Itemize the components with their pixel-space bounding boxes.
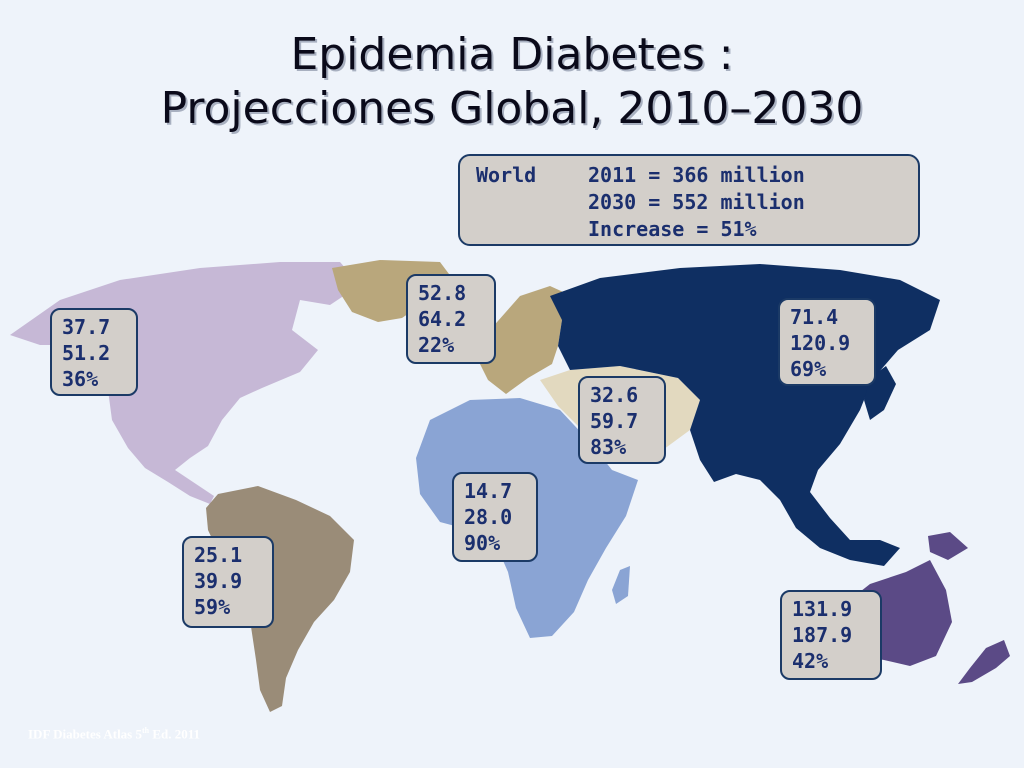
sa-2011: 25.1 [194, 543, 243, 567]
source-note: IDF Diabetes Atlas 5th Ed. 2011 [28, 726, 201, 742]
region-new-zealand [958, 640, 1010, 684]
world-label: World [476, 163, 537, 187]
oc-2030: 187.9 [792, 623, 853, 647]
me-increase: 83% [590, 435, 627, 459]
eu-2030: 64.2 [418, 307, 467, 331]
wp-increase: 69% [790, 357, 827, 381]
wp-2011: 71.4 [790, 305, 839, 329]
world-2011: 2011 = 366 million [588, 163, 805, 187]
world-2030: 2030 = 552 million [588, 190, 805, 214]
callout-middle-east: 32.6 59.7 83% [578, 376, 666, 464]
eu-increase: 22% [418, 333, 455, 357]
region-europe [466, 286, 572, 394]
region-papua [928, 532, 968, 560]
oc-2011: 131.9 [792, 597, 853, 621]
title-line-2: Projecciones Global, 2010–2030 [160, 83, 864, 134]
world-increase: Increase = 51% [588, 217, 757, 241]
callout-africa: 14.7 28.0 90% [452, 472, 538, 562]
callout-south-america: 25.1 39.9 59% [182, 536, 274, 628]
wp-2030: 120.9 [790, 331, 851, 355]
sa-increase: 59% [194, 595, 231, 619]
region-madagascar [612, 566, 630, 604]
af-increase: 90% [464, 531, 501, 555]
callout-oceania: 131.9 187.9 42% [780, 590, 882, 680]
me-2030: 59.7 [590, 409, 639, 433]
oc-increase: 42% [792, 649, 829, 673]
af-2030: 28.0 [464, 505, 513, 529]
callout-europe: 52.8 64.2 22% [406, 274, 496, 364]
na-2011: 37.7 [62, 315, 111, 339]
eu-2011: 52.8 [418, 281, 467, 305]
world-summary-box: World 2011 = 366 million 2030 = 552 mill… [458, 154, 920, 246]
title-line-1: Epidemia Diabetes : [290, 29, 734, 80]
callout-western-pacific: 71.4 120.9 69% [778, 298, 876, 386]
me-2011: 32.6 [590, 383, 639, 407]
na-2030: 51.2 [62, 341, 111, 365]
callout-north-america: 37.7 51.2 36% [50, 308, 138, 396]
na-increase: 36% [62, 367, 99, 391]
sa-2030: 39.9 [194, 569, 243, 593]
af-2011: 14.7 [464, 479, 513, 503]
slide-title: Epidemia Diabetes : Projecciones Global,… [0, 28, 1024, 136]
